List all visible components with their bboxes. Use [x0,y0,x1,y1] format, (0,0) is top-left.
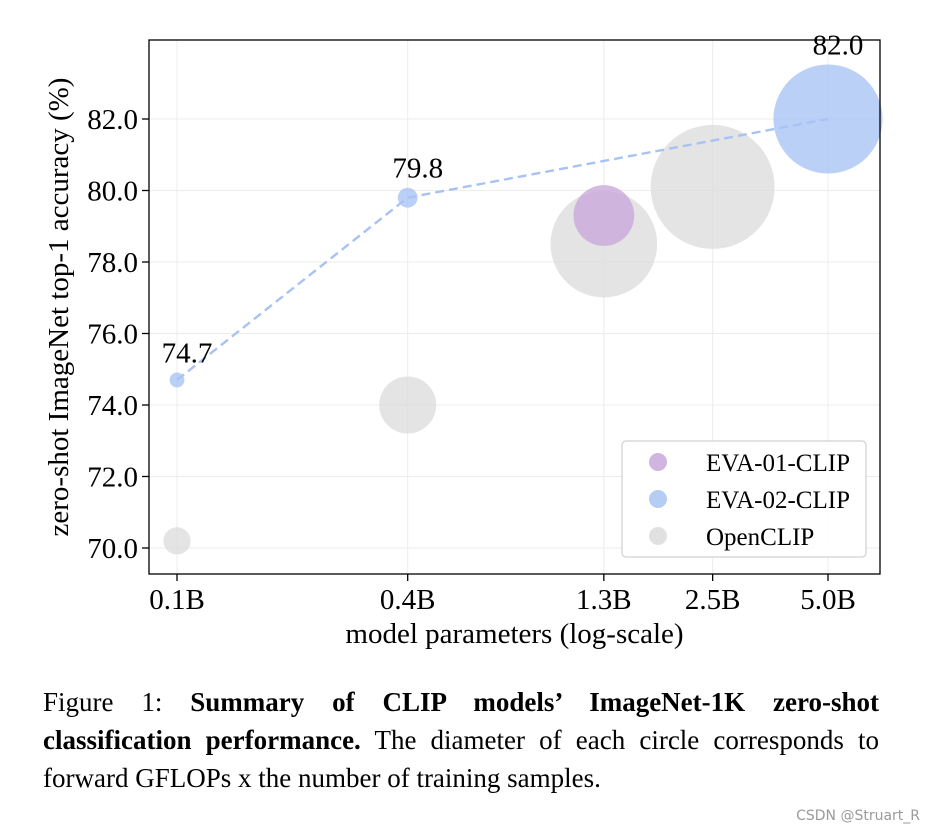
x-tick-label: 2.5B [685,584,741,616]
y-tick-label: 76.0 [87,319,138,351]
legend-box [621,440,867,558]
y-tick-label: 72.0 [87,462,138,494]
eva-01-clip-bubble [573,185,635,246]
figure-caption: Figure 1: Summary of CLIP models’ ImageN… [43,683,879,797]
caption-prefix: Figure 1: [43,687,191,717]
x-tick-label: 0.1B [149,584,205,616]
legend-marker-eva-01-clip [649,453,667,471]
y-tick-label: 78.0 [87,247,138,279]
axis-ticks: 0.1B 0.4B 1.3B 2.5B 5.0B 70.0 72.0 74.0 76.0 78.0… [87,104,856,616]
bubble-chart: 74.7 79.8 82.0 0.1B 0.4B 1.3B 2.5B 5.0B 70.0 72.… [43,29,883,650]
data-label: 74.7 [162,338,213,370]
eva-02-clip-trend-line [176,117,829,381]
openclip-bubble [650,124,775,249]
legend: EVA-01-CLIP EVA-02-CLIP OpenCLIP [621,440,867,558]
data-labels: 74.7 79.8 82.0 [162,29,864,369]
bubbles [163,64,883,555]
openclip-bubble [163,527,191,555]
openclip-bubble [379,376,437,434]
grid-lines [149,40,880,574]
x-tick-label: 1.3B [576,584,632,616]
legend-label-eva-02-clip: EVA-02-CLIP [706,487,850,514]
y-tick-label: 80.0 [87,176,138,208]
legend-label-eva-01-clip: EVA-01-CLIP [706,450,850,477]
x-axis-label: model parameters (log-scale) [345,618,683,650]
y-tick-label: 74.0 [87,390,138,422]
plot-frame [148,39,881,575]
data-label: 82.0 [813,29,864,61]
x-tick-label: 5.0B [800,584,856,616]
legend-label-openclip: OpenCLIP [706,524,814,551]
y-axis-label: zero-shot ImageNet top-1 accuracy (%) [43,78,75,537]
data-label: 79.8 [392,153,443,185]
legend-marker-openclip [649,527,667,545]
caption-bold-title: Summary of CLIP models’ ImageNet-1K zero… [43,687,879,755]
caption-body: The diameter of each circle corresponds … [43,725,880,793]
y-tick-label: 82.0 [87,104,138,136]
y-tick-label: 70.0 [87,533,138,565]
x-tick-label: 0.4B [380,584,436,616]
watermark: CSDN @Struart_R [796,808,920,824]
legend-marker-eva-02-clip [649,490,667,508]
trend-line [176,117,829,381]
